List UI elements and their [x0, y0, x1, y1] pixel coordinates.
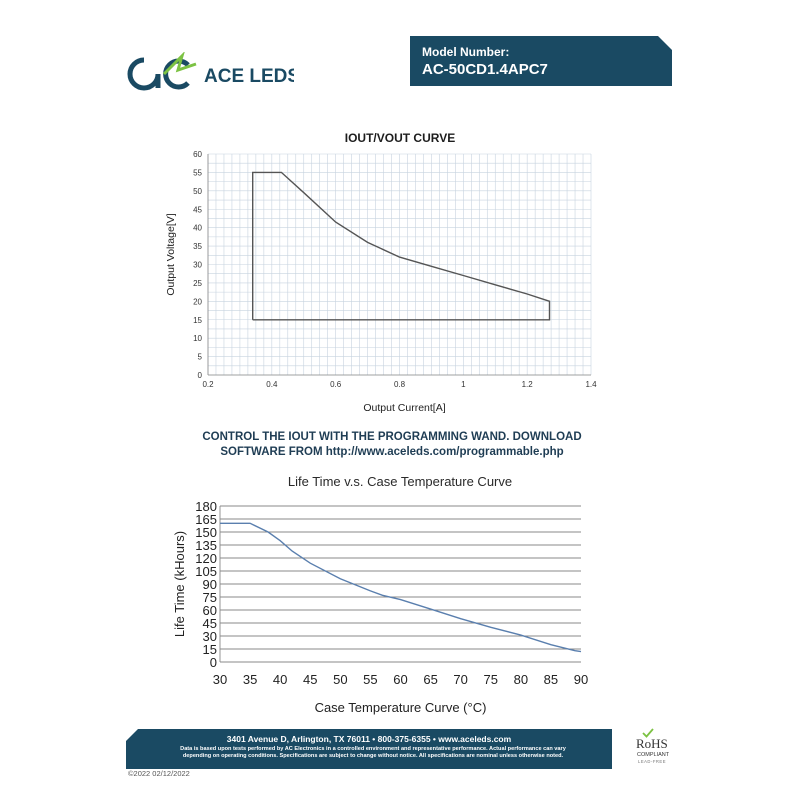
- chart1-x-tick-label: 0.8: [394, 380, 406, 389]
- ace-leds-logo: ACE LEDS: [124, 50, 300, 96]
- chart1-x-axis-label: Output Current[A]: [363, 402, 445, 414]
- chart2-y-tick-label: 15: [203, 642, 217, 657]
- chart1-y-tick-label: 45: [193, 205, 202, 214]
- chart1-y-axis-label: Output Voltage[V]: [165, 213, 177, 295]
- chart1-x-tick-label: 1.2: [522, 380, 534, 389]
- chart1-series-line: [251, 171, 551, 321]
- chart1-y-tick-label: 30: [193, 261, 202, 270]
- rohs-badge: RoHS COMPLIANT LEAD-FREE: [628, 728, 678, 768]
- chart2-y-tick-label: 75: [203, 590, 217, 605]
- chart2-y-tick-label: 90: [203, 577, 217, 592]
- chart1-y-tick-label: 50: [193, 187, 202, 196]
- rohs-compliant: COMPLIANT: [637, 752, 670, 758]
- footer-address: 3401 Avenue D, Arlington, TX 76011 • 800…: [226, 734, 512, 744]
- chart1-grid: [207, 153, 592, 376]
- chart2-y-tick-label: 150: [195, 525, 217, 540]
- logo-text: ACE LEDS: [204, 66, 294, 87]
- chart2-x-tick-label: 90: [574, 672, 588, 687]
- iout-vout-chart-title: IOUT/VOUT CURVE: [344, 131, 456, 145]
- chart1-y-tick-label: 0: [198, 371, 203, 380]
- chart2-x-tick-label: 30: [213, 672, 227, 687]
- chart2-y-tick-label: 120: [195, 551, 217, 566]
- chart2-y-tick-label: 45: [203, 616, 217, 631]
- chart2-grid: [220, 505, 581, 663]
- lifetime-chart-title: Life Time v.s. Case Temperature Curve: [287, 474, 513, 489]
- chart1-x-tick-label: 0.6: [330, 380, 342, 389]
- chart1-x-tick-label: 0.4: [266, 380, 278, 389]
- model-number-label: Model Number:: [422, 45, 510, 59]
- chart2-y-tick-label: 0: [210, 655, 217, 670]
- chart2-y-tick-label: 105: [195, 564, 217, 579]
- chart2-y-tick-label: 30: [203, 629, 217, 644]
- model-number-value: AC-50CD1.4APC7: [422, 61, 548, 78]
- rohs-lead-free: LEAD-FREE: [638, 759, 667, 764]
- footer-bar: 3401 Avenue D, Arlington, TX 76011 • 800…: [126, 729, 612, 769]
- copyright-date: ©2022 02/12/2022: [128, 769, 190, 778]
- instruction-line-2: SOFTWARE FROM http://www.aceleds.com/pro…: [220, 446, 564, 458]
- chart1-y-tick-label: 55: [193, 168, 202, 177]
- programming-instruction: CONTROL THE IOUT WITH THE PROGRAMMING WA…: [150, 430, 634, 460]
- chart2-x-tick-label: 50: [333, 672, 347, 687]
- checkmark-icon: [642, 728, 654, 738]
- chart2-y-axis-label: Life Time (kHours): [172, 531, 187, 637]
- chart1-y-tick-label: 15: [193, 316, 202, 325]
- chart1-y-tick-label: 25: [193, 279, 202, 288]
- chart2-x-tick-label: 35: [243, 672, 257, 687]
- chart2-y-tick-label: 135: [195, 538, 217, 553]
- chart2-x-tick-label: 55: [363, 672, 377, 687]
- chart2-x-tick-label: 60: [393, 672, 407, 687]
- chart2-x-tick-label: 70: [453, 672, 467, 687]
- footer-disclaimer: Data is based upon tests performed by AC…: [148, 746, 598, 760]
- chart1-y-tick-label: 35: [193, 242, 202, 251]
- chart2-y-tick-label: 165: [195, 512, 217, 527]
- chart1-y-tick-label: 20: [193, 297, 202, 306]
- chart2-x-tick-label: 40: [273, 672, 287, 687]
- chart2-y-tick-label: 180: [195, 499, 217, 514]
- chart2-x-tick-label: 85: [544, 672, 558, 687]
- chart2-series-line: [220, 522, 582, 653]
- chart2-x-tick-label: 45: [303, 672, 317, 687]
- model-number-box: Model Number: AC-50CD1.4APC7: [410, 36, 672, 86]
- chart1-x-tick-label: 1.4: [585, 380, 597, 389]
- chart1-x-tick-label: 1: [461, 380, 466, 389]
- iout-vout-chart: 0 5 10 15 20 25 30 35 40 45 50 55 60 0.2 0.4 0.6 0.8 1 1.2…: [165, 150, 597, 414]
- chart1-y-tick-label: 40: [193, 224, 202, 233]
- chart2-x-tick-label: 65: [423, 672, 437, 687]
- disclaimer-line-1: Data is based upon tests performed by AC…: [180, 746, 566, 752]
- chart2-x-tick-label: 80: [514, 672, 528, 687]
- chart1-x-tick-label: 0.2: [202, 380, 214, 389]
- disclaimer-line-2: depending on operating conditions. Speci…: [182, 753, 564, 759]
- chart1-y-tick-label: 5: [198, 353, 203, 362]
- chart2-x-tick-label: 75: [484, 672, 498, 687]
- chart2-x-axis-label: Case Temperature Curve (°C): [315, 700, 487, 715]
- chart1-y-tick-label: 10: [193, 334, 202, 343]
- instruction-line-1: CONTROL THE IOUT WITH THE PROGRAMMING WA…: [202, 431, 582, 443]
- chart2-y-tick-label: 60: [203, 603, 217, 618]
- rohs-title: RoHS: [636, 736, 668, 751]
- chart1-y-tick-label: 60: [193, 150, 202, 159]
